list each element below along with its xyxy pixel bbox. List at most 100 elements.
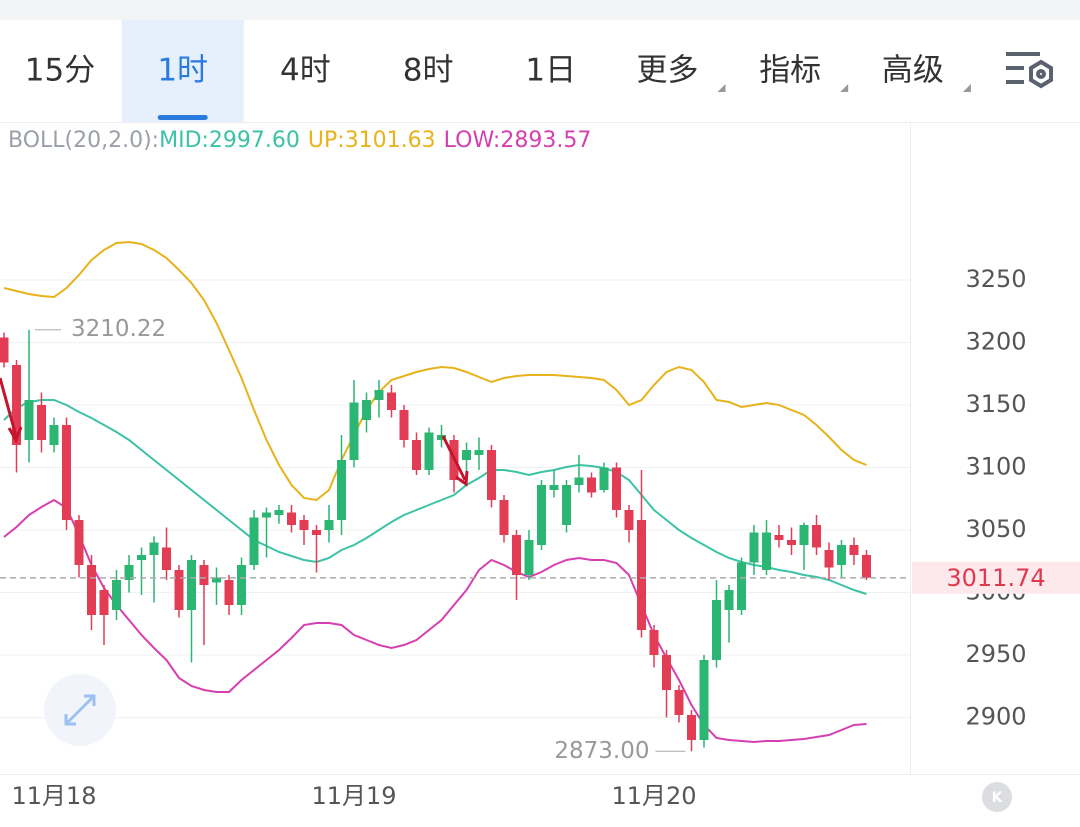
candle-body	[762, 532, 771, 570]
candle-body	[412, 440, 421, 470]
candle-body	[62, 425, 71, 520]
indicator-legend: BOLL(20,2.0):MID:2997.60 UP:3101.63 LOW:28…	[8, 128, 591, 153]
candle-body	[262, 512, 271, 518]
candle-body	[774, 535, 784, 540]
candle-body	[624, 510, 634, 530]
expand-icon	[64, 694, 96, 726]
candle-body	[112, 580, 121, 610]
candle-body	[749, 532, 759, 563]
candle-body	[37, 405, 46, 440]
dropdown-caret	[717, 84, 726, 92]
tab-selected-bg	[121, 20, 244, 122]
candle-body	[24, 400, 34, 440]
candle-body	[612, 467, 621, 510]
tab[interactable]: 高级	[882, 53, 944, 89]
y-tick-label: 3250	[965, 265, 1026, 293]
candle-body	[487, 450, 496, 500]
plot: 2900295030003050310031503200325011月1811月…	[0, 240, 1080, 810]
candle-body	[387, 392, 396, 410]
candle-body	[562, 485, 571, 525]
candle-body	[137, 555, 146, 560]
candle-body	[787, 540, 796, 545]
candle-body	[324, 520, 334, 530]
max-label: 3210.22	[71, 316, 166, 342]
legend-entry: MID:2997.60	[159, 128, 300, 153]
last-price-bg	[912, 561, 1080, 594]
y-tick-label: 3150	[965, 390, 1026, 418]
candle-body	[124, 565, 134, 580]
candle-body	[87, 565, 96, 615]
tab[interactable]: 更多	[637, 53, 699, 89]
boll-line	[3, 399, 867, 595]
candle-body	[162, 547, 171, 570]
candle-body	[99, 590, 109, 615]
candle-body	[712, 600, 721, 660]
scroll-end-button[interactable]	[982, 782, 1012, 812]
tab[interactable]: 8时	[403, 53, 454, 89]
tab[interactable]: 指标	[759, 53, 821, 89]
candle-body	[349, 402, 359, 460]
candle-body	[724, 590, 734, 610]
candle-body	[599, 467, 609, 490]
trend-arrow	[0, 377, 469, 487]
boll-line	[3, 498, 867, 744]
settings-icon[interactable]	[1006, 52, 1053, 89]
y-tick-label: 3050	[965, 515, 1026, 543]
candle-body	[399, 410, 409, 440]
legend-entry: UP:3101.63	[308, 128, 436, 153]
candle-body	[49, 425, 59, 445]
candle-body	[337, 460, 346, 520]
candle-body	[687, 715, 696, 740]
dropdown-caret	[840, 84, 849, 92]
dropdown-caret	[962, 84, 971, 92]
candle-body	[199, 565, 209, 585]
candle-body	[437, 435, 446, 440]
y-tick-label: 2950	[965, 640, 1026, 668]
boll-line	[3, 240, 867, 502]
candle-body	[499, 500, 509, 535]
indicator-name: BOLL(20,2.0):	[8, 128, 159, 153]
candle-body	[299, 520, 309, 530]
scroll-end-icon: K	[992, 790, 1004, 806]
candle-body	[149, 542, 159, 555]
legend-entry: LOW:2893.57	[444, 128, 592, 153]
candle-body	[849, 545, 859, 555]
y-tick-label: 2900	[965, 703, 1026, 731]
candle-body	[187, 560, 196, 610]
candle-body	[474, 450, 484, 455]
candle-body	[824, 550, 834, 568]
candle-body	[0, 337, 9, 363]
candle-body	[462, 450, 471, 460]
candle-body	[799, 525, 809, 545]
status-strip	[0, 0, 1080, 20]
candle-body	[224, 580, 234, 605]
tab-indicator	[157, 115, 208, 120]
candle-body	[837, 545, 846, 565]
candle-body	[524, 540, 534, 575]
candle-body	[74, 520, 84, 565]
candle-body	[587, 477, 596, 493]
candle-body	[737, 562, 746, 610]
tab[interactable]: 1时	[157, 53, 208, 89]
tab[interactable]: 1日	[525, 53, 576, 89]
candle-body	[662, 655, 671, 690]
candle-body	[274, 510, 284, 515]
tab-bar: 15分 1时 4时 8时 1日 更多 指标 高级	[25, 20, 971, 122]
candle-body	[212, 577, 221, 583]
candle-body	[12, 365, 21, 445]
candle-body	[537, 485, 546, 545]
candle-body	[424, 432, 434, 470]
candle-body	[512, 535, 521, 575]
candle-body	[674, 690, 684, 715]
candle-body	[287, 512, 296, 525]
candle-body	[362, 400, 371, 420]
last-price-label: 3011.74	[946, 564, 1045, 592]
candle-body	[699, 660, 709, 740]
tab[interactable]: 15分	[25, 53, 95, 89]
candle-body	[174, 570, 184, 610]
candle-body	[237, 565, 246, 605]
candle-body	[862, 555, 871, 578]
tab[interactable]: 4时	[280, 53, 331, 89]
